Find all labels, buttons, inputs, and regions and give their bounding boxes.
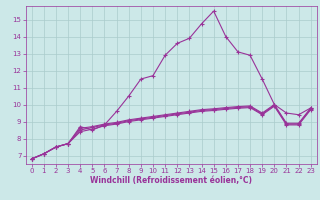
X-axis label: Windchill (Refroidissement éolien,°C): Windchill (Refroidissement éolien,°C) [90,176,252,185]
